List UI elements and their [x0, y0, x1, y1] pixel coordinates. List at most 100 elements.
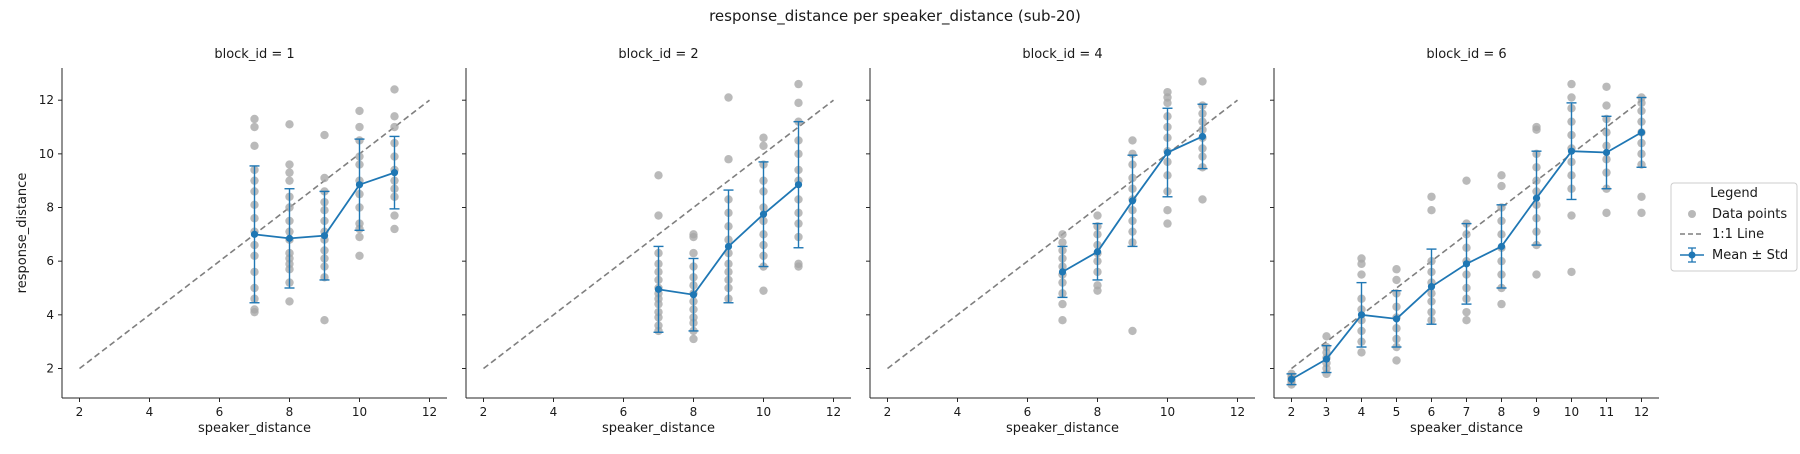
figure-title: response_distance per speaker_distance (… — [709, 7, 1081, 26]
mean-point — [689, 291, 698, 299]
mean-point — [724, 242, 733, 251]
x-tick-label: 9 — [1533, 405, 1541, 419]
x-tick-label: 6 — [216, 405, 224, 419]
x-tick-label: 8 — [1498, 405, 1506, 419]
data-point — [285, 176, 294, 185]
data-point — [1427, 205, 1436, 215]
data-point — [1128, 136, 1137, 145]
x-tick-label: 10 — [756, 405, 771, 419]
data-point — [1128, 326, 1137, 336]
x-tick-label: 12 — [826, 405, 841, 419]
data-point — [654, 211, 663, 220]
x-tick-label: 4 — [550, 405, 558, 419]
mean-point — [794, 181, 803, 189]
panel-title: block_id = 6 — [1426, 47, 1506, 62]
mean-point — [759, 210, 768, 218]
data-point — [794, 98, 803, 108]
x-axis-label: speaker_distance — [1006, 421, 1119, 436]
x-tick-label: 12 — [1230, 405, 1245, 419]
data-point — [1497, 299, 1506, 309]
data-point — [1532, 122, 1541, 132]
panel-block-1: block_id = 1 2 4 6 8 10 12 2 4 6 8 10 12 speaker_dist… — [15, 47, 447, 436]
data-point — [320, 173, 329, 183]
data-point — [285, 297, 294, 306]
data-point — [390, 112, 399, 121]
data-point — [1163, 205, 1172, 215]
panel-block-3: block_id = 4 2 4 6 8 10 12 speaker_distance — [866, 47, 1255, 436]
data-point — [1602, 82, 1611, 91]
data-point — [1532, 270, 1541, 279]
x-axis-label: speaker_distance — [198, 421, 311, 436]
mean-point — [1392, 315, 1401, 323]
mean-point — [1287, 375, 1296, 383]
mean-point — [1357, 311, 1366, 319]
mean-point — [1602, 148, 1611, 157]
data-point — [1322, 332, 1331, 341]
mean-point — [1497, 242, 1506, 251]
x-tick-label: 10 — [1160, 405, 1175, 419]
legend-title: Legend — [1710, 186, 1758, 201]
data-point — [759, 141, 768, 151]
data-point — [1093, 281, 1102, 290]
data-point — [1357, 254, 1366, 263]
mean-point — [1637, 128, 1646, 136]
data-point — [1567, 267, 1576, 277]
chart-panels: block_id = 1 2 4 6 8 10 12 2 4 6 8 10 12 speaker_dist… — [15, 47, 1659, 436]
panel-title: block_id = 4 — [1022, 47, 1102, 62]
data-point — [1357, 270, 1366, 279]
x-tick-label: 3 — [1323, 405, 1331, 419]
data-point — [1058, 315, 1067, 325]
x-tick-label: 6 — [1428, 405, 1436, 419]
legend-marker-points — [1688, 210, 1696, 218]
data-point — [285, 168, 294, 177]
mean-point — [1163, 148, 1172, 157]
mean-point — [1093, 248, 1102, 256]
legend-label-identity: 1:1 Line — [1712, 227, 1764, 242]
data-point — [1392, 265, 1401, 274]
y-tick-label: 8 — [46, 201, 54, 215]
data-point — [355, 106, 364, 116]
data-point — [794, 259, 803, 269]
data-point — [724, 93, 733, 102]
data-point — [1567, 93, 1576, 102]
data-point — [1163, 219, 1172, 228]
x-tick-label: 10 — [352, 405, 367, 419]
x-tick-label: 2 — [884, 405, 892, 419]
data-point — [355, 122, 364, 132]
data-point — [355, 251, 364, 261]
y-tick-label: 6 — [46, 254, 54, 268]
panel-block-4: block_id = 6 2 3 4 5 6 7 8 9 10 11 12 speaker_distan… — [1270, 47, 1659, 436]
data-point — [1058, 230, 1067, 239]
mean-point — [1058, 268, 1067, 276]
data-point — [390, 85, 399, 94]
x-tick-label: 2 — [76, 405, 84, 419]
data-point — [1357, 348, 1366, 357]
data-point — [794, 79, 803, 89]
x-tick-label: 8 — [690, 405, 698, 419]
mean-point — [250, 230, 259, 238]
mean-point — [390, 169, 399, 177]
x-tick-label: 12 — [1634, 405, 1649, 419]
identity-line — [483, 99, 834, 370]
data-point — [320, 130, 329, 140]
panel-title: block_id = 2 — [618, 47, 698, 62]
y-tick-label: 4 — [46, 308, 54, 322]
x-tick-label: 4 — [146, 405, 154, 419]
x-tick-label: 7 — [1463, 405, 1471, 419]
data-point — [1602, 208, 1611, 218]
x-tick-label: 8 — [286, 405, 294, 419]
panel-block-2: block_id = 2 2 4 6 8 10 12 speaker_distance — [462, 47, 851, 436]
mean-point — [320, 232, 329, 240]
panel-title: block_id = 1 — [214, 47, 294, 62]
mean-point — [1427, 283, 1436, 291]
data-point — [1462, 176, 1471, 185]
data-point — [1497, 171, 1506, 180]
legend-marker-mean — [1680, 247, 1704, 263]
mean-point — [1532, 194, 1541, 202]
data-point — [250, 122, 259, 132]
x-tick-label: 6 — [1024, 405, 1032, 419]
data-point — [1567, 211, 1576, 220]
legend-frame — [1670, 182, 1798, 272]
data-point — [1497, 181, 1506, 191]
